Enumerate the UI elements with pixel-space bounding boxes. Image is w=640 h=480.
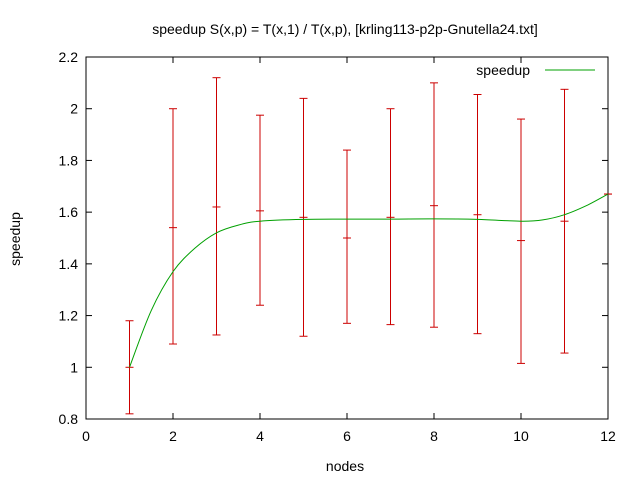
y-tick-label: 2 bbox=[70, 101, 78, 117]
x-tick-label: 4 bbox=[256, 428, 264, 444]
chart-title: speedup S(x,p) = T(x,1) / T(x,p), [krlin… bbox=[152, 21, 538, 37]
errorbar bbox=[343, 149, 351, 324]
x-axis-label: nodes bbox=[326, 458, 364, 474]
y-tick-label: 1 bbox=[70, 359, 78, 375]
errorbar bbox=[517, 118, 525, 364]
x-tick-label: 2 bbox=[169, 428, 177, 444]
errorbar bbox=[169, 108, 177, 345]
y-tick-label: 1.2 bbox=[59, 308, 79, 324]
x-tick-label: 6 bbox=[343, 428, 351, 444]
y-tick-label: 1.4 bbox=[59, 256, 79, 272]
x-tick-label: 12 bbox=[600, 428, 616, 444]
x-tick-label: 10 bbox=[513, 428, 529, 444]
x-tick-label: 8 bbox=[430, 428, 438, 444]
speedup-line bbox=[129, 193, 609, 368]
errorbar bbox=[560, 88, 569, 354]
errorbar bbox=[473, 93, 482, 335]
errorbar bbox=[386, 108, 395, 326]
y-tick-label: 1.8 bbox=[59, 152, 79, 168]
errorbar bbox=[430, 82, 438, 328]
legend: speedup bbox=[476, 62, 595, 78]
y-tick-label: 2.2 bbox=[59, 49, 79, 65]
y-tick-label: 0.8 bbox=[59, 411, 79, 427]
errorbar bbox=[299, 97, 308, 337]
legend-label-speedup: speedup bbox=[476, 62, 530, 78]
x-tick-label: 0 bbox=[82, 428, 90, 444]
line-series bbox=[129, 193, 609, 368]
y-tick-label: 1.6 bbox=[59, 204, 79, 220]
errorbar-series bbox=[125, 77, 612, 415]
errorbar bbox=[256, 114, 264, 306]
axis-ticks: 0 2 4 6 8 10 12 0.8 1 1.2 1.4 1.6 1.8 2 2.2 bbox=[59, 49, 616, 444]
errorbar bbox=[212, 77, 221, 336]
y-axis-label: speedup bbox=[7, 212, 23, 266]
